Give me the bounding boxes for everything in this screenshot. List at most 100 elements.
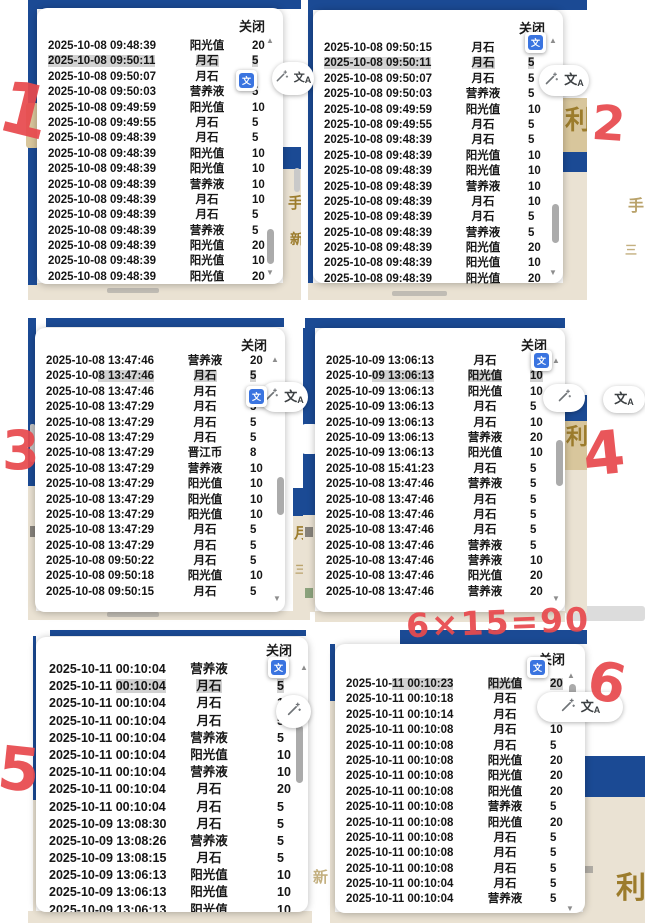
magic-wand-icon[interactable] — [286, 701, 302, 722]
scroll-up-icon[interactable]: ▲ — [300, 663, 308, 672]
log-row: 2025-10-08 09:49:59 阳光值 10 — [313, 103, 563, 118]
log-time: 2025-10-08 09:50:11 — [324, 57, 432, 70]
log-quantity: 20 — [550, 816, 563, 829]
log-time: 2025-10-11 00:10:08 — [346, 862, 454, 875]
google-translate-icon[interactable]: 文 — [246, 386, 267, 407]
bg-fragment — [26, 103, 39, 148]
log-item: 阳光值 — [187, 508, 223, 521]
log-item: 阳光值 — [190, 885, 228, 900]
log-row: 2025-10-11 00:10:08 月石 5 — [335, 846, 585, 861]
log-row: 2025-10-08 09:48:39 阳光值 20 — [313, 272, 563, 287]
close-button[interactable]: 关闭 — [520, 338, 547, 353]
translate-toolbar-pill[interactable]: 文A — [260, 382, 308, 412]
log-row: 2025-10-08 09:48:39 阳光值 20 — [37, 39, 283, 54]
log-item: 阳光值 — [465, 242, 501, 255]
log-quantity: 5 — [550, 739, 557, 752]
scroll-down-icon[interactable]: ▼ — [549, 268, 557, 277]
log-time: 2025-10-08 09:48:39 — [48, 224, 157, 237]
scroll-down-icon[interactable]: ▼ — [552, 594, 560, 603]
google-translate-icon[interactable]: 文 — [531, 350, 552, 371]
google-translate-icon[interactable]: 文 — [236, 70, 257, 91]
bg-strip — [50, 630, 306, 636]
log-quantity: 10 — [250, 570, 263, 583]
translate-text-icon[interactable]: 文A — [564, 72, 584, 88]
google-translate-icon[interactable]: 文 — [268, 657, 289, 678]
log-row: 2025-10-11 00:10:04 营养液 — [36, 661, 308, 678]
translate-toolbar-pill[interactable] — [543, 384, 585, 412]
translate-toolbar-pill[interactable] — [276, 695, 311, 728]
scroll-down-icon[interactable]: ▼ — [273, 594, 281, 603]
log-time: 2025-10-08 09:50:15 — [324, 42, 433, 54]
log-time: 2025-10-08 09:48:39 — [324, 211, 433, 224]
log-item: 阳光值 — [187, 493, 223, 506]
log-item: 营养液 — [190, 730, 228, 745]
scroll-down-icon[interactable]: ▼ — [566, 904, 574, 913]
scrollbar-thumb[interactable] — [552, 204, 559, 243]
magic-wand-icon[interactable] — [264, 387, 279, 407]
log-time: 2025-10-08 13:47:29 — [46, 524, 155, 537]
log-quantity: 5 — [250, 416, 257, 429]
log-item: 营养液 — [189, 178, 225, 191]
translate-text-icon[interactable]: 文A — [614, 391, 634, 407]
log-time: 2025-10-11 00:10:04 — [346, 878, 454, 891]
log-row: 2025-10-11 00:10:04 月石 5 — [36, 678, 308, 695]
scroll-up-icon[interactable]: ▲ — [549, 36, 557, 45]
google-translate-icon[interactable]: 文 — [527, 657, 548, 678]
log-item: 营养液 — [189, 86, 225, 99]
scroll-up-icon[interactable]: ▲ — [271, 355, 279, 364]
translate-text-icon[interactable]: 文A — [580, 698, 601, 715]
log-time: 2025-10-08 09:48:39 — [324, 226, 433, 239]
scroll-down-icon[interactable]: ▼ — [266, 268, 274, 277]
log-quantity: 5 — [550, 801, 557, 814]
log-row: 2025-10-09 13:06:13 月石 5 — [315, 400, 565, 415]
bg-text-smudge — [305, 588, 313, 598]
close-button[interactable]: 关闭 — [240, 338, 267, 353]
translate-text-icon[interactable]: 文A — [284, 388, 304, 405]
scroll-up-icon[interactable]: ▲ — [552, 356, 560, 365]
close-button[interactable]: 关闭 — [265, 643, 292, 658]
log-time: 2025-10-08 13:47:29 — [46, 508, 155, 521]
log-row: 2025-10-08 09:50:07 月石 5 — [313, 72, 563, 87]
log-item: 营养液 — [467, 431, 503, 444]
log-item: 营养液 — [187, 355, 223, 367]
reward-log-list: 2025-10-11 00:10:23 阳光值 20 2025-10-11 00:10… — [335, 677, 585, 908]
log-item: 阳光值 — [187, 570, 223, 583]
log-item: 月石 — [196, 799, 222, 814]
translate-toolbar-pill[interactable]: 文A — [537, 692, 623, 722]
log-time: 2025-10-08 09:48:39 — [48, 163, 157, 176]
log-quantity: 10 — [550, 724, 563, 737]
magic-wand-icon[interactable] — [544, 71, 559, 91]
translate-toolbar-pill[interactable]: 文A — [539, 65, 589, 96]
magic-wand-icon[interactable] — [557, 388, 572, 408]
scroll-up-icon[interactable]: ▲ — [266, 36, 274, 45]
log-row: 2025-10-08 09:48:39 阳光值 10 — [313, 256, 563, 271]
magic-wand-icon[interactable] — [560, 697, 576, 718]
log-quantity: 5 — [277, 816, 284, 831]
log-quantity: 5 — [252, 132, 259, 145]
log-quantity: 10 — [252, 178, 265, 191]
translate-text-pill[interactable]: 文A — [603, 386, 645, 413]
translate-toolbar-pill[interactable]: 文A — [272, 62, 314, 95]
close-button[interactable]: 关闭 — [238, 19, 265, 34]
log-row: 2025-10-08 13:47:29 阳光值 10 — [35, 477, 285, 492]
scrollbar-thumb[interactable] — [277, 477, 284, 515]
magic-wand-icon[interactable] — [275, 69, 289, 88]
log-time: 2025-10-11 00:10:04 — [346, 893, 454, 906]
scrollbar-thumb[interactable] — [267, 229, 274, 264]
scrollbar-thumb[interactable] — [569, 684, 576, 697]
scrollbar-thumb[interactable] — [296, 725, 303, 783]
log-quantity: 20 — [530, 585, 543, 598]
log-quantity: 20 — [530, 570, 543, 583]
log-item: 阳光值 — [465, 165, 501, 178]
scroll-up-icon[interactable]: ▲ — [567, 671, 575, 680]
log-quantity: 5 — [528, 211, 535, 224]
log-row: 2025-10-08 09:48:39 营养液 5 — [37, 224, 283, 239]
log-row: 2025-10-08 09:48:39 月石 5 — [37, 131, 283, 146]
log-time: 2025-10-08 09:48:39 — [48, 178, 157, 191]
translate-text-icon[interactable]: 文A — [293, 71, 312, 85]
log-time: 2025-10-09 13:06:13 — [326, 401, 435, 414]
log-row: 2025-10-08 09:49:55 月石 5 — [313, 118, 563, 133]
scrollbar-thumb[interactable] — [556, 440, 563, 486]
log-time: 2025-10-08 13:47:46 — [326, 524, 435, 537]
google-translate-icon[interactable]: 文 — [525, 32, 546, 53]
